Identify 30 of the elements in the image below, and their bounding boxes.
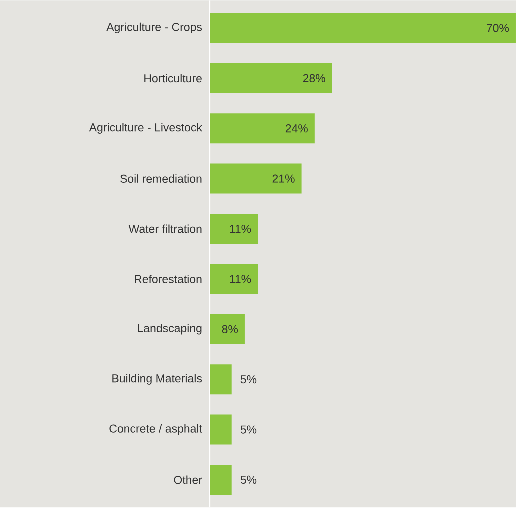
bar bbox=[210, 13, 516, 44]
bar bbox=[210, 214, 258, 244]
bar bbox=[210, 114, 315, 144]
data-label: 8% bbox=[222, 325, 238, 334]
data-label: 21% bbox=[272, 174, 295, 183]
bar bbox=[210, 314, 245, 344]
y-tick-label: Soil remediation bbox=[120, 174, 202, 183]
bar bbox=[210, 414, 232, 445]
y-tick-label: Agriculture - Crops bbox=[106, 22, 202, 34]
bar bbox=[210, 63, 332, 94]
data-label: 11% bbox=[230, 224, 252, 233]
data-label: 5% bbox=[240, 426, 257, 434]
y-tick-label: Concrete / asphalt bbox=[110, 424, 202, 436]
y-tick-label: Agriculture - Livestock bbox=[89, 123, 202, 134]
y-tick-label: Horticulture bbox=[144, 74, 202, 83]
y-tick-label: Building Materials bbox=[112, 374, 202, 385]
data-label: 24% bbox=[286, 124, 308, 133]
y-tick-label: Landscaping bbox=[138, 324, 202, 335]
data-label: 5% bbox=[240, 375, 257, 384]
data-label: 28% bbox=[303, 74, 326, 82]
data-label: 70% bbox=[487, 24, 510, 32]
y-tick-label: Reforestation bbox=[135, 274, 202, 284]
data-label: 5% bbox=[240, 476, 257, 484]
bar bbox=[210, 264, 258, 294]
y-tick-label: Water filtration bbox=[128, 224, 202, 234]
bar bbox=[210, 464, 232, 495]
y-tick-label: Other bbox=[174, 476, 202, 484]
data-label: 11% bbox=[230, 275, 252, 284]
bar bbox=[210, 164, 302, 194]
bar bbox=[210, 364, 232, 394]
